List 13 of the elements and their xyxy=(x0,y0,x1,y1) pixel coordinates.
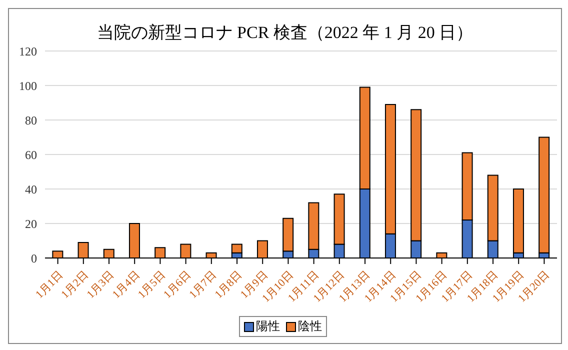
bar xyxy=(538,136,550,254)
legend-label: 陰性 xyxy=(298,318,322,335)
y-tick-label: 100 xyxy=(19,78,37,93)
y-tick-label: 80 xyxy=(25,113,37,128)
y-tick-label: 0 xyxy=(31,251,37,266)
legend-label: 陽性 xyxy=(256,318,280,335)
y-tick-label: 60 xyxy=(25,148,37,162)
y-tick-label: 20 xyxy=(25,216,37,231)
y-tick-label: 120 xyxy=(19,44,37,58)
bar xyxy=(512,188,524,254)
bar xyxy=(231,244,242,254)
y-tick-label: 40 xyxy=(25,182,37,196)
chart-title: 当院の新型コロナ PCR 検査（2022 年 1 月 20 日） xyxy=(96,22,474,43)
